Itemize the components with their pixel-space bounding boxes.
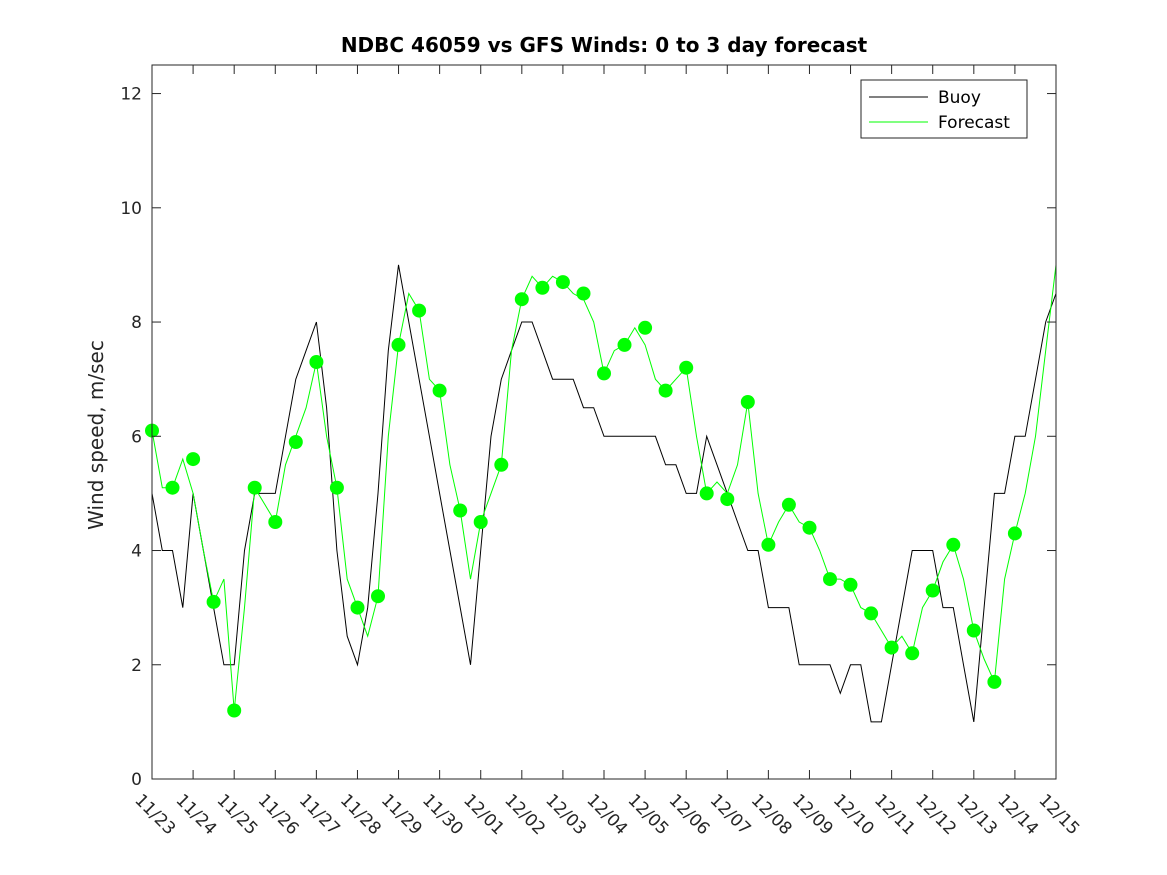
analysis-point — [802, 520, 817, 535]
x-tick-label: 12/09 — [788, 790, 837, 839]
y-tick-label: 6 — [131, 427, 142, 447]
x-tick-label: 12/05 — [624, 790, 673, 839]
analysis-point — [206, 594, 221, 609]
analysis-point — [227, 703, 242, 718]
analysis-point — [350, 600, 365, 615]
analysis-point — [453, 503, 468, 518]
analysis-point — [576, 286, 591, 301]
x-tick-label: 12/15 — [1034, 790, 1083, 839]
x-tick-label: 12/04 — [582, 790, 631, 839]
analysis-point — [309, 355, 324, 369]
x-tick-label: 11/29 — [377, 790, 426, 839]
analysis-point — [329, 480, 344, 495]
analysis-point — [884, 640, 899, 655]
analysis-point — [946, 537, 961, 552]
analysis-point — [987, 674, 1002, 689]
analysis-point — [247, 480, 262, 495]
analysis-point — [1007, 526, 1022, 541]
y-tick-label: 12 — [120, 85, 142, 105]
analysis-point — [288, 435, 303, 449]
x-tick-label: 12/07 — [706, 790, 755, 839]
series-line-buoy — [151, 264, 1057, 723]
x-tick-label: 11/28 — [336, 790, 385, 839]
x-tick-label: 12/11 — [870, 790, 919, 839]
analysis-point — [432, 383, 447, 398]
analysis-point — [371, 589, 385, 604]
analysis-point — [740, 395, 755, 409]
analysis-point — [679, 360, 694, 375]
analysis-point — [391, 337, 406, 352]
x-tick-label: 12/08 — [747, 790, 796, 839]
x-tick-label: 11/27 — [295, 790, 344, 839]
analysis-point — [473, 515, 488, 529]
legend-forecast-label: Forecast — [938, 113, 1010, 133]
legend-box — [860, 79, 1028, 139]
x-tick-label: 12/06 — [665, 790, 714, 839]
x-tick-label: 11/25 — [213, 790, 262, 839]
y-tick-label: 8 — [131, 313, 142, 333]
analysis-point — [268, 515, 283, 529]
analysis-point — [966, 623, 981, 638]
plot-area — [152, 65, 1056, 779]
y-tick-label: 2 — [131, 656, 142, 676]
x-tick-label: 11/26 — [254, 790, 303, 839]
analysis-point — [864, 606, 879, 621]
x-tick-label: 12/01 — [459, 790, 508, 839]
analysis-point — [905, 646, 920, 661]
x-tick-label: 12/13 — [952, 790, 1001, 839]
y-axis-label: Wind speed, m/sec — [84, 340, 108, 530]
y-tick-label: 10 — [120, 199, 142, 219]
analysis-point — [597, 366, 611, 381]
legend: Buoy Forecast — [860, 79, 1028, 139]
x-tick-label: 12/02 — [500, 790, 549, 839]
y-tick-label: 4 — [131, 542, 142, 562]
analysis-point — [514, 292, 529, 307]
chart-title: NDBC 46059 vs GFS Winds: 0 to 3 day fore… — [341, 33, 868, 57]
analysis-point — [761, 537, 776, 552]
analysis-point — [535, 280, 550, 295]
y-tick-label: 0 — [131, 770, 142, 790]
x-tick-label: 12/10 — [829, 790, 878, 839]
x-tick-label: 12/03 — [541, 790, 590, 839]
analysis-point — [925, 583, 940, 598]
analysis-point — [699, 486, 714, 501]
analysis-point — [720, 492, 735, 507]
analysis-point — [823, 572, 837, 587]
analysis-point — [412, 303, 427, 318]
x-tick-label: 12/12 — [911, 790, 960, 839]
x-tick-label: 11/30 — [418, 790, 467, 839]
analysis-point — [658, 383, 673, 398]
x-tick-label: 12/14 — [993, 790, 1042, 839]
y-axis: 0 2 4 6 8 10 12 — [120, 85, 1056, 790]
x-tick-label: 11/23 — [130, 790, 179, 839]
analysis-point — [186, 452, 201, 467]
analysis-point — [843, 577, 858, 592]
analysis-point — [555, 275, 570, 290]
analysis-point — [165, 480, 180, 495]
x-tick-label: 11/24 — [172, 790, 221, 839]
analysis-point — [638, 320, 653, 335]
legend-buoy-label: Buoy — [938, 88, 981, 108]
analysis-point — [781, 497, 796, 512]
analysis-point — [617, 337, 632, 352]
analysis-point — [494, 457, 509, 472]
